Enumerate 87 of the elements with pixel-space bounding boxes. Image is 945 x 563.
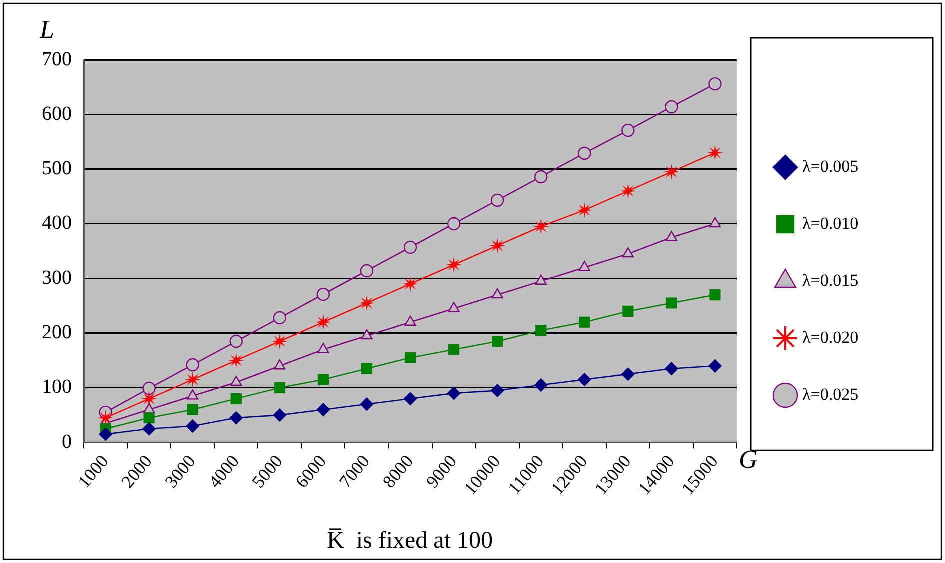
point bbox=[404, 392, 418, 406]
point bbox=[578, 261, 590, 272]
point bbox=[315, 314, 332, 330]
y-tick-label: 700 bbox=[42, 48, 72, 70]
point bbox=[98, 410, 114, 426]
point bbox=[361, 329, 373, 340]
point bbox=[358, 295, 375, 312]
point bbox=[404, 352, 416, 364]
point bbox=[230, 411, 243, 425]
point bbox=[576, 202, 593, 218]
point bbox=[318, 374, 329, 386]
y-axis-title: L bbox=[39, 15, 54, 44]
point bbox=[533, 218, 550, 235]
point bbox=[446, 256, 462, 273]
point bbox=[579, 316, 590, 328]
legend-label: λ=0.020 bbox=[802, 328, 859, 347]
point bbox=[666, 231, 678, 242]
x-axis-title: G bbox=[739, 445, 758, 474]
point bbox=[447, 217, 461, 231]
point bbox=[360, 264, 374, 278]
point bbox=[187, 390, 199, 400]
point bbox=[316, 403, 330, 416]
y-tick-label: 100 bbox=[42, 376, 72, 398]
point bbox=[360, 398, 374, 411]
legend-label: λ=0.005 bbox=[802, 156, 859, 176]
point bbox=[622, 306, 634, 317]
point bbox=[187, 404, 198, 416]
point bbox=[578, 373, 592, 386]
point bbox=[708, 360, 722, 373]
point bbox=[447, 386, 461, 400]
point bbox=[666, 298, 678, 309]
y-tick-label: 200 bbox=[42, 322, 72, 344]
point bbox=[710, 290, 721, 301]
point bbox=[142, 422, 156, 436]
point bbox=[404, 240, 418, 254]
point bbox=[534, 170, 548, 184]
point bbox=[142, 382, 156, 396]
y-tick-label: 600 bbox=[42, 102, 72, 125]
point bbox=[230, 393, 242, 404]
point bbox=[274, 382, 286, 394]
point bbox=[535, 274, 547, 285]
point bbox=[272, 334, 288, 350]
legend-label: λ=0.015 bbox=[802, 270, 859, 290]
point bbox=[144, 412, 155, 424]
point bbox=[664, 164, 680, 180]
point bbox=[665, 362, 678, 376]
point bbox=[99, 428, 112, 442]
point bbox=[490, 384, 504, 398]
point bbox=[490, 238, 506, 254]
point bbox=[492, 336, 504, 348]
y-tick-label: 400 bbox=[42, 212, 72, 234]
point bbox=[230, 334, 243, 348]
point bbox=[141, 390, 158, 407]
point bbox=[402, 276, 418, 292]
point bbox=[536, 325, 547, 336]
point bbox=[361, 363, 373, 374]
point bbox=[665, 100, 678, 114]
point bbox=[316, 288, 330, 302]
text: K̅ is fixed at 100 bbox=[327, 528, 493, 554]
point bbox=[622, 247, 634, 258]
point bbox=[492, 288, 504, 299]
point bbox=[620, 183, 636, 200]
point bbox=[709, 217, 722, 228]
point bbox=[186, 420, 200, 433]
y-tick-label: 300 bbox=[42, 266, 72, 289]
point bbox=[230, 376, 242, 386]
point bbox=[404, 316, 416, 326]
point bbox=[186, 358, 200, 372]
point bbox=[228, 352, 244, 369]
point bbox=[448, 344, 460, 356]
point bbox=[707, 144, 724, 161]
point bbox=[708, 77, 722, 91]
point bbox=[578, 146, 592, 160]
point bbox=[273, 311, 286, 325]
point bbox=[448, 302, 460, 312]
y-tick-label: 500 bbox=[42, 158, 72, 180]
point bbox=[274, 360, 286, 370]
y-tick-label: 0 bbox=[62, 430, 72, 453]
point bbox=[184, 372, 201, 388]
point bbox=[490, 194, 504, 208]
point bbox=[622, 368, 635, 381]
point bbox=[622, 124, 635, 138]
legend-label: λ=0.025 bbox=[802, 384, 859, 404]
legend-label: λ=0.010 bbox=[802, 214, 859, 233]
point bbox=[534, 378, 548, 392]
point bbox=[318, 343, 330, 354]
point bbox=[273, 408, 286, 422]
